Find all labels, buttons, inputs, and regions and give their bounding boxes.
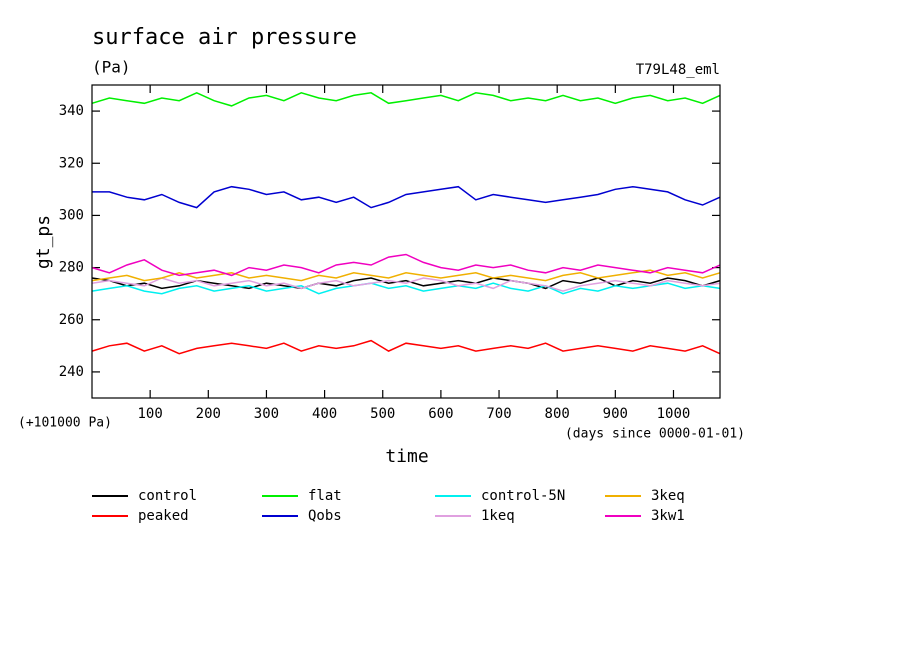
y-offset-note: (+101000 Pa) bbox=[18, 416, 112, 431]
legend-label: 1keq bbox=[481, 508, 515, 524]
y-tick-label: 260 bbox=[59, 312, 84, 328]
experiment: T79L48_eml bbox=[636, 62, 720, 78]
y-tick-label: 240 bbox=[59, 364, 84, 380]
series-line bbox=[92, 185, 721, 209]
legend-label: control-5N bbox=[481, 488, 565, 504]
x-unit-note: (days since 0000-01-01) bbox=[565, 427, 745, 442]
y-axis-label: gt_ps bbox=[33, 215, 54, 269]
x-tick-label: 400 bbox=[312, 406, 337, 422]
legend-label: peaked bbox=[138, 508, 189, 524]
series-line bbox=[91, 277, 721, 292]
x-tick-label: 200 bbox=[196, 406, 221, 422]
y-tick-label: 320 bbox=[59, 155, 84, 171]
series-line bbox=[91, 91, 721, 107]
legend-label: 3keq bbox=[651, 488, 685, 504]
series-line bbox=[91, 253, 721, 277]
x-tick-label: 300 bbox=[254, 406, 279, 422]
x-tick-label: 700 bbox=[486, 406, 511, 422]
series-line bbox=[91, 282, 721, 295]
legend-label: 3kw1 bbox=[651, 508, 685, 524]
series-line bbox=[91, 269, 721, 282]
y-tick-label: 300 bbox=[59, 207, 84, 223]
x-tick-label: 900 bbox=[603, 406, 628, 422]
legend-label: control bbox=[138, 488, 197, 504]
x-tick-label: 800 bbox=[545, 406, 570, 422]
chart-title: surface air pressure bbox=[92, 25, 357, 50]
x-tick-label: 100 bbox=[137, 406, 162, 422]
plot-frame bbox=[91, 84, 721, 399]
legend-label: flat bbox=[308, 488, 342, 504]
y-tick-label: 280 bbox=[59, 260, 84, 276]
series-line bbox=[91, 339, 721, 355]
x-tick-label: 1000 bbox=[657, 406, 691, 422]
units: (Pa) bbox=[92, 58, 131, 77]
y-tick-label: 340 bbox=[59, 103, 84, 119]
x-axis-label: time bbox=[385, 446, 428, 467]
x-tick-label: 500 bbox=[370, 406, 395, 422]
x-tick-label: 600 bbox=[428, 406, 453, 422]
legend-label: Qobs bbox=[308, 508, 342, 524]
